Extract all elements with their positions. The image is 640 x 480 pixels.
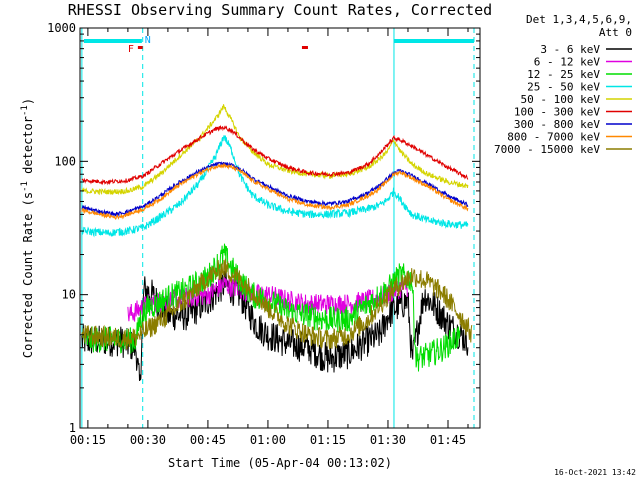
x-tick-label: 00:30 [130, 433, 166, 447]
legend-entry-label: 25 - 50 keV [527, 81, 600, 94]
legend-entry-label: 6 - 12 keV [534, 56, 601, 69]
legend-header-line-2: Att 0 [599, 26, 632, 39]
y-tick-label: 100 [54, 154, 76, 168]
legend-entry-label: 300 - 800 keV [514, 118, 600, 131]
flare-marker [137, 46, 143, 49]
y-tick-label: 1 [69, 421, 76, 435]
legend-entry-label: 7000 - 15000 keV [494, 143, 600, 156]
legend-entry-label: 100 - 300 keV [514, 106, 600, 119]
series-line [81, 162, 469, 220]
x-tick-label: 01:15 [310, 433, 346, 447]
legend-entry-label: 50 - 100 keV [521, 93, 601, 106]
saa-interval-bar [83, 39, 142, 43]
plot-frame [79, 27, 481, 429]
flare-label: F [128, 44, 134, 55]
series-line [81, 135, 469, 238]
legend-entry-label: 800 - 7000 keV [507, 131, 600, 144]
x-tick-label: 01:00 [250, 433, 286, 447]
y-tick-label: 10 [62, 288, 76, 302]
series-line [81, 124, 469, 186]
legend-entry-label: 12 - 25 keV [527, 68, 600, 81]
chart-title: RHESSI Observing Summary Count Rates, Co… [68, 1, 492, 19]
series-line [81, 104, 469, 196]
flare-marker [301, 46, 308, 49]
generation-timestamp: 16-Oct-2021 13:42 [554, 468, 636, 477]
x-tick-label: 00:15 [70, 433, 106, 447]
y-tick-label: 1000 [47, 21, 76, 35]
x-tick-label: 01:45 [430, 433, 466, 447]
x-tick-label: 01:30 [370, 433, 406, 447]
legend-header-line-1: Det 1,3,4,5,6,9, [526, 13, 632, 26]
x-tick-label: 00:45 [190, 433, 226, 447]
series-line [81, 258, 473, 350]
night-label: N [145, 35, 151, 46]
axis-ticks: 00:15 00:30 00:45 01:00 01:15 01:30 01:45 1 10 10… [47, 21, 480, 447]
series-line [81, 161, 469, 218]
saa-interval-bar [393, 39, 474, 43]
legend-entry-label: 3 - 6 keV [540, 43, 600, 56]
series-line [81, 270, 469, 381]
x-axis-label: Start Time (05-Apr-04 00:13:02) [168, 456, 392, 470]
y-axis-label: Corrected Count Rate (s-1 detector-1) [20, 98, 35, 358]
data-series [81, 104, 473, 381]
